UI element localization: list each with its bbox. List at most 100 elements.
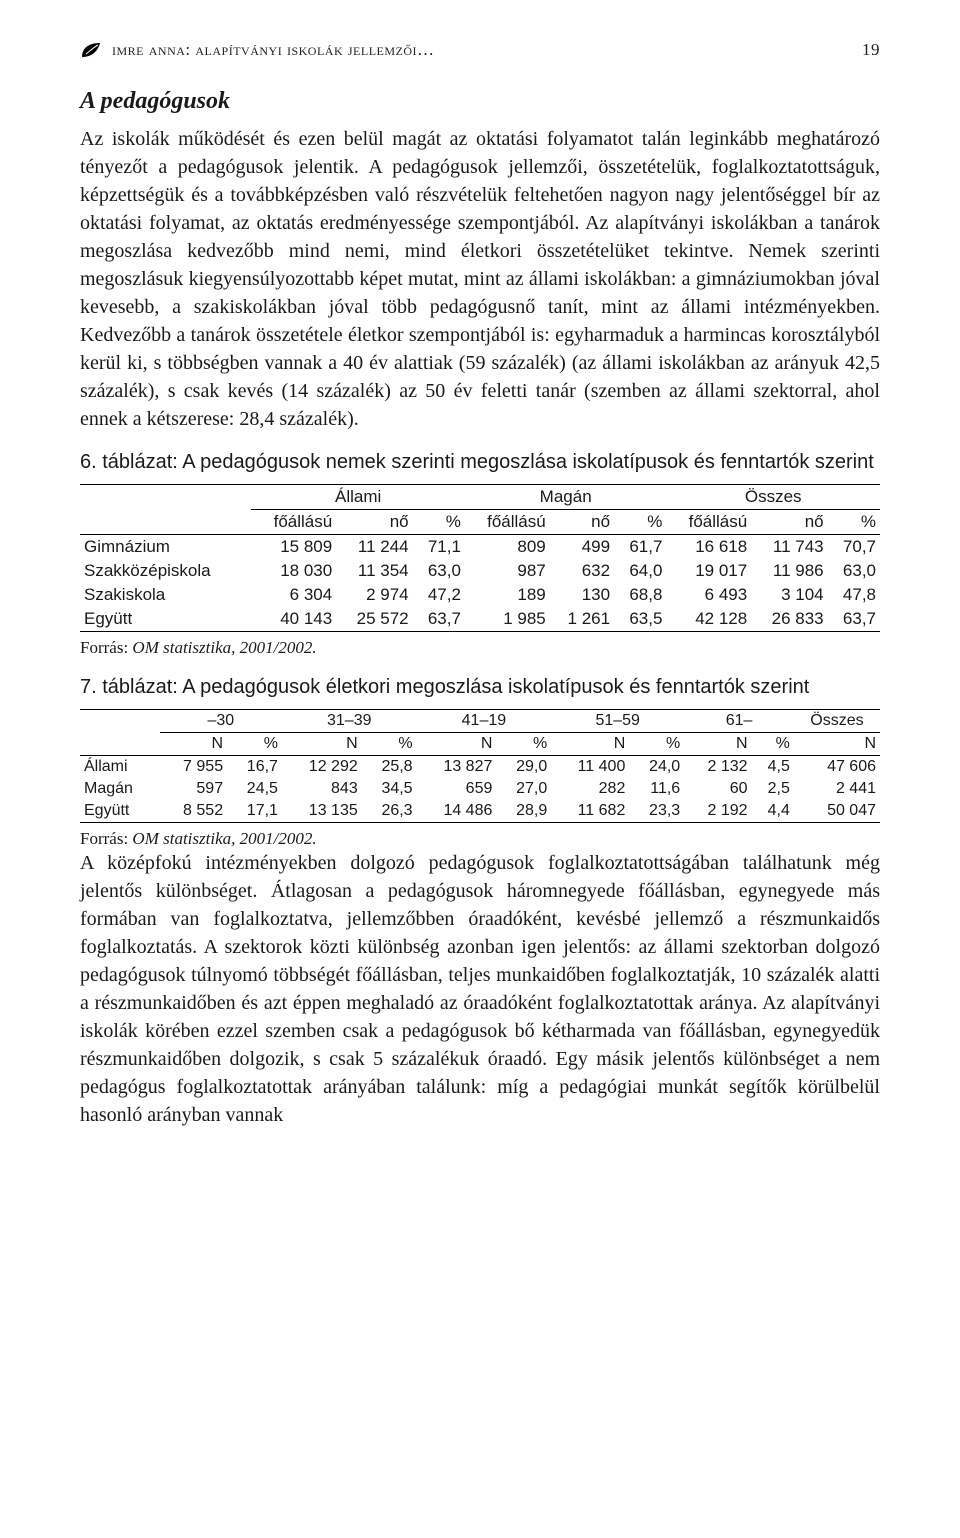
cell: 6 493 [666,583,751,607]
table6-source: Forrás: OM statisztika, 2001/2002. [80,638,880,658]
table-row: Szakközépiskola18 03011 35463,098763264,… [80,559,880,583]
cell: 63,7 [828,607,880,632]
cell: 60 [684,778,751,800]
source-label: Forrás: [80,829,132,848]
table7-subcol: % [496,733,551,756]
cell: 13 827 [417,756,497,779]
row-label: Szakközépiskola [80,559,251,583]
cell: 27,0 [496,778,551,800]
cell: 13 135 [282,800,362,823]
table-row: Állami7 95516,712 29225,813 82729,011 40… [80,756,880,779]
table7-group: –30 [160,710,282,733]
cell: 47,2 [413,583,465,607]
table6-group: Összes [666,485,880,510]
table7-caption: 7. táblázat: A pedagógusok életkori mego… [80,676,880,699]
cell: 14 486 [417,800,497,823]
table6-sub-header: főállású nő % főállású nő % főállású nő … [80,510,880,535]
table6-subcol: % [828,510,880,535]
table6-group-header: Állami Magán Összes [80,485,880,510]
cell: 68,8 [614,583,666,607]
cell: 26 833 [751,607,827,632]
cell: 4,4 [752,800,794,823]
cell: 1 985 [465,607,550,632]
table6-subcol: nő [336,510,412,535]
cell: 597 [160,778,227,800]
table7-sub-header: N % N % N % N % N % N [80,733,880,756]
cell: 50 047 [794,800,880,823]
cell: 189 [465,583,550,607]
cell: 34,5 [362,778,417,800]
cell: 3 104 [751,583,827,607]
row-label: Gimnázium [80,535,251,560]
cell: 7 955 [160,756,227,779]
table6-subcol: % [413,510,465,535]
cell: 63,7 [413,607,465,632]
table6: Állami Magán Összes főállású nő % főállá… [80,484,880,632]
cell: 843 [282,778,362,800]
cell: 18 030 [251,559,336,583]
cell: 63,0 [828,559,880,583]
table6-group: Magán [465,485,666,510]
source-value: OM statisztika, 2001/2002. [132,829,316,848]
cell: 16 618 [666,535,751,560]
cell: 282 [551,778,629,800]
table7-group-header: –30 31–39 41–19 51–59 61– Összes [80,710,880,733]
table-row: Magán59724,584334,565927,028211,6602,52 … [80,778,880,800]
cell: 70,7 [828,535,880,560]
table-row: Gimnázium15 80911 24471,180949961,716 61… [80,535,880,560]
cell: 130 [550,583,614,607]
cell: 23,3 [629,800,684,823]
running-title: imre anna: alapítványi iskolák jellemzői… [112,40,852,60]
running-header: imre anna: alapítványi iskolák jellemzői… [80,40,880,60]
cell: 2,5 [752,778,794,800]
section-title: A pedagógusok [80,88,880,115]
cell: 26,3 [362,800,417,823]
cell: 71,1 [413,535,465,560]
cell: 2 192 [684,800,751,823]
source-label: Forrás: [80,638,132,657]
row-label: Magán [80,778,160,800]
cell: 11 682 [551,800,629,823]
table7-subcol: N [551,733,629,756]
cell: 11 986 [751,559,827,583]
cell: 42 128 [666,607,751,632]
cell: 4,5 [752,756,794,779]
body-paragraph: Az iskolák működését és ezen belül magát… [80,125,880,433]
cell: 2 441 [794,778,880,800]
cell: 632 [550,559,614,583]
cell: 1 261 [550,607,614,632]
cell: 11 400 [551,756,629,779]
cell: 2 974 [336,583,412,607]
cell: 63,0 [413,559,465,583]
source-value: OM statisztika, 2001/2002. [132,638,316,657]
table7-group: 41–19 [417,710,552,733]
table6-subcol: nő [751,510,827,535]
cell: 16,7 [227,756,282,779]
table7-subcol: N [282,733,362,756]
table7-subcol: % [752,733,794,756]
page-number: 19 [862,40,880,60]
cell: 29,0 [496,756,551,779]
table7-group: 51–59 [551,710,684,733]
cell: 987 [465,559,550,583]
table7-source: Forrás: OM statisztika, 2001/2002. [80,829,880,849]
row-label: Együtt [80,800,160,823]
cell: 499 [550,535,614,560]
cell: 24,5 [227,778,282,800]
cell: 47,8 [828,583,880,607]
cell: 2 132 [684,756,751,779]
page: imre anna: alapítványi iskolák jellemzői… [0,0,960,1199]
table7-subcol: N [160,733,227,756]
table-row: Együtt40 14325 57263,71 9851 26163,542 1… [80,607,880,632]
row-label: Együtt [80,607,251,632]
cell: 40 143 [251,607,336,632]
table7-subcol: N [684,733,751,756]
row-label: Szakiskola [80,583,251,607]
cell: 809 [465,535,550,560]
cell: 11 244 [336,535,412,560]
table7: –30 31–39 41–19 51–59 61– Összes N % N %… [80,709,880,823]
cell: 61,7 [614,535,666,560]
cell: 17,1 [227,800,282,823]
cell: 11 743 [751,535,827,560]
cell: 8 552 [160,800,227,823]
